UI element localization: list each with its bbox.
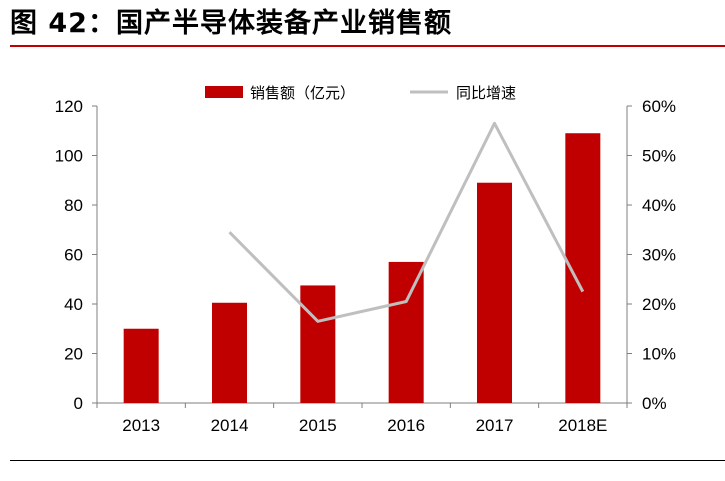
bar-series (123, 133, 601, 403)
bar (123, 328, 159, 403)
x-tick-label: 2015 (299, 416, 337, 435)
legend-swatch-bar (205, 86, 243, 98)
bar (388, 261, 424, 403)
x-axis-ticks: 2013 2014 2015 2016 2017 2018E (96, 403, 628, 435)
bar (212, 302, 247, 403)
right-tick-label: 30% (642, 246, 676, 265)
right-tick-label: 40% (642, 196, 676, 215)
right-tick-label: 50% (642, 147, 676, 166)
x-tick-label: 2018E (558, 416, 607, 435)
line-series (228, 121, 585, 323)
left-tick-label: 60 (64, 246, 83, 265)
bottom-rule (10, 460, 725, 461)
bar (477, 182, 512, 403)
x-tick-label: 2014 (211, 416, 249, 435)
right-tick-label: 20% (642, 295, 676, 314)
left-tick-label: 20 (64, 345, 83, 364)
legend-label-bar: 销售额（亿元） (250, 84, 355, 102)
bar (300, 285, 336, 403)
left-tick-label: 40 (64, 295, 83, 314)
x-tick-label: 2017 (476, 416, 514, 435)
legend-label-line: 同比增速 (456, 84, 516, 102)
left-tick-label: 100 (55, 147, 83, 166)
x-tick-label: 2013 (122, 416, 160, 435)
left-axis-ticks: 0 20 40 60 80 100 120 (55, 97, 97, 413)
right-axis-ticks: 0% 10% 20% 30% 40% 50% 60% (627, 97, 676, 413)
right-tick-label: 60% (642, 97, 676, 116)
axes (96, 106, 628, 404)
legend: 销售额（亿元） 同比增速 (205, 84, 516, 102)
figure-title: 图 42：国产半导体装备产业销售额 (10, 8, 452, 39)
title-underline (10, 45, 725, 47)
left-tick-label: 0 (74, 394, 83, 413)
left-tick-label: 80 (64, 196, 83, 215)
left-tick-label: 120 (55, 97, 83, 116)
growth-line (228, 121, 585, 323)
x-tick-label: 2016 (387, 416, 425, 435)
right-tick-label: 0% (642, 394, 667, 413)
right-tick-label: 10% (642, 345, 676, 364)
